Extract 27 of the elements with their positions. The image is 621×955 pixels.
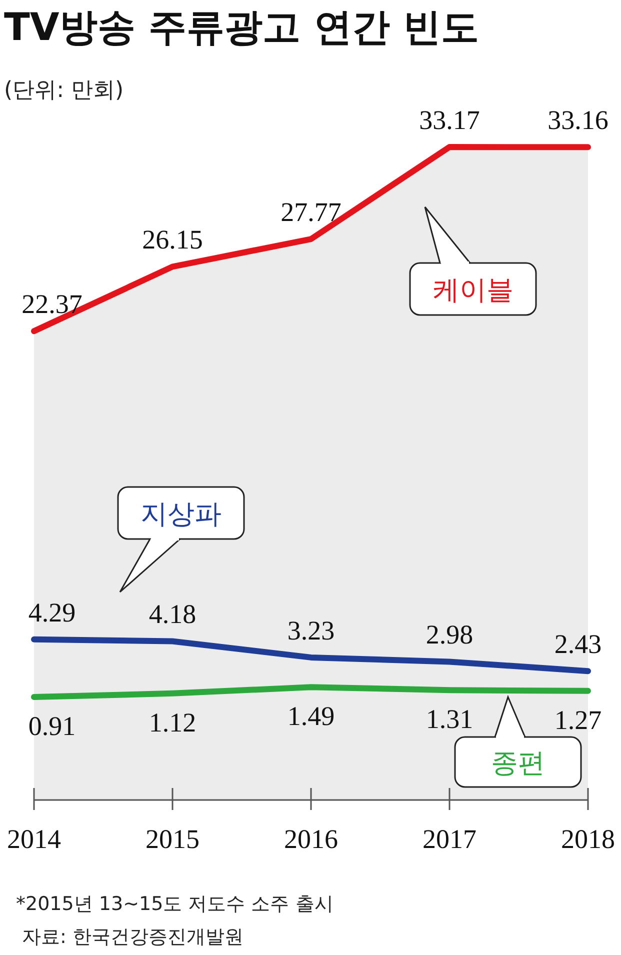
data-label: 2.43	[554, 629, 602, 660]
text: 지상파	[140, 499, 222, 530]
data-label: 33.17	[419, 105, 480, 135]
chart-subtitle: (단위: 만회)	[4, 78, 124, 103]
chart-title: TV방송 주류광고 연간 빈도	[4, 5, 480, 49]
data-label: 22.37	[22, 289, 82, 320]
data-label: 3.23	[287, 615, 335, 646]
data-label: 4.29	[28, 597, 76, 628]
data-label: 1.27	[554, 704, 602, 735]
data-label: 0.91	[28, 711, 76, 741]
data-label: 1.31	[426, 704, 474, 734]
data-label: 1.49	[287, 701, 335, 732]
data-label: 33.16	[548, 105, 608, 136]
text: 종편	[491, 748, 545, 779]
data-label: 4.18	[148, 599, 196, 630]
data-label: 27.77	[280, 197, 342, 228]
text: 케이블	[432, 275, 514, 306]
data-label: 26.15	[142, 224, 203, 255]
text: 자료: 한국건강증진개발원	[22, 926, 244, 948]
x-tick-label: 2017	[422, 824, 476, 854]
text: *2015년 13~15도 저도수 소주 출시	[16, 893, 334, 915]
x-tick-label: 2014	[7, 824, 62, 854]
data-label: 2.98	[426, 620, 474, 650]
x-tick-label: 2015	[146, 824, 200, 854]
x-tick-label: 2016	[284, 824, 338, 854]
x-tick-label: 2018	[561, 824, 615, 854]
data-label: 1.12	[148, 707, 196, 738]
